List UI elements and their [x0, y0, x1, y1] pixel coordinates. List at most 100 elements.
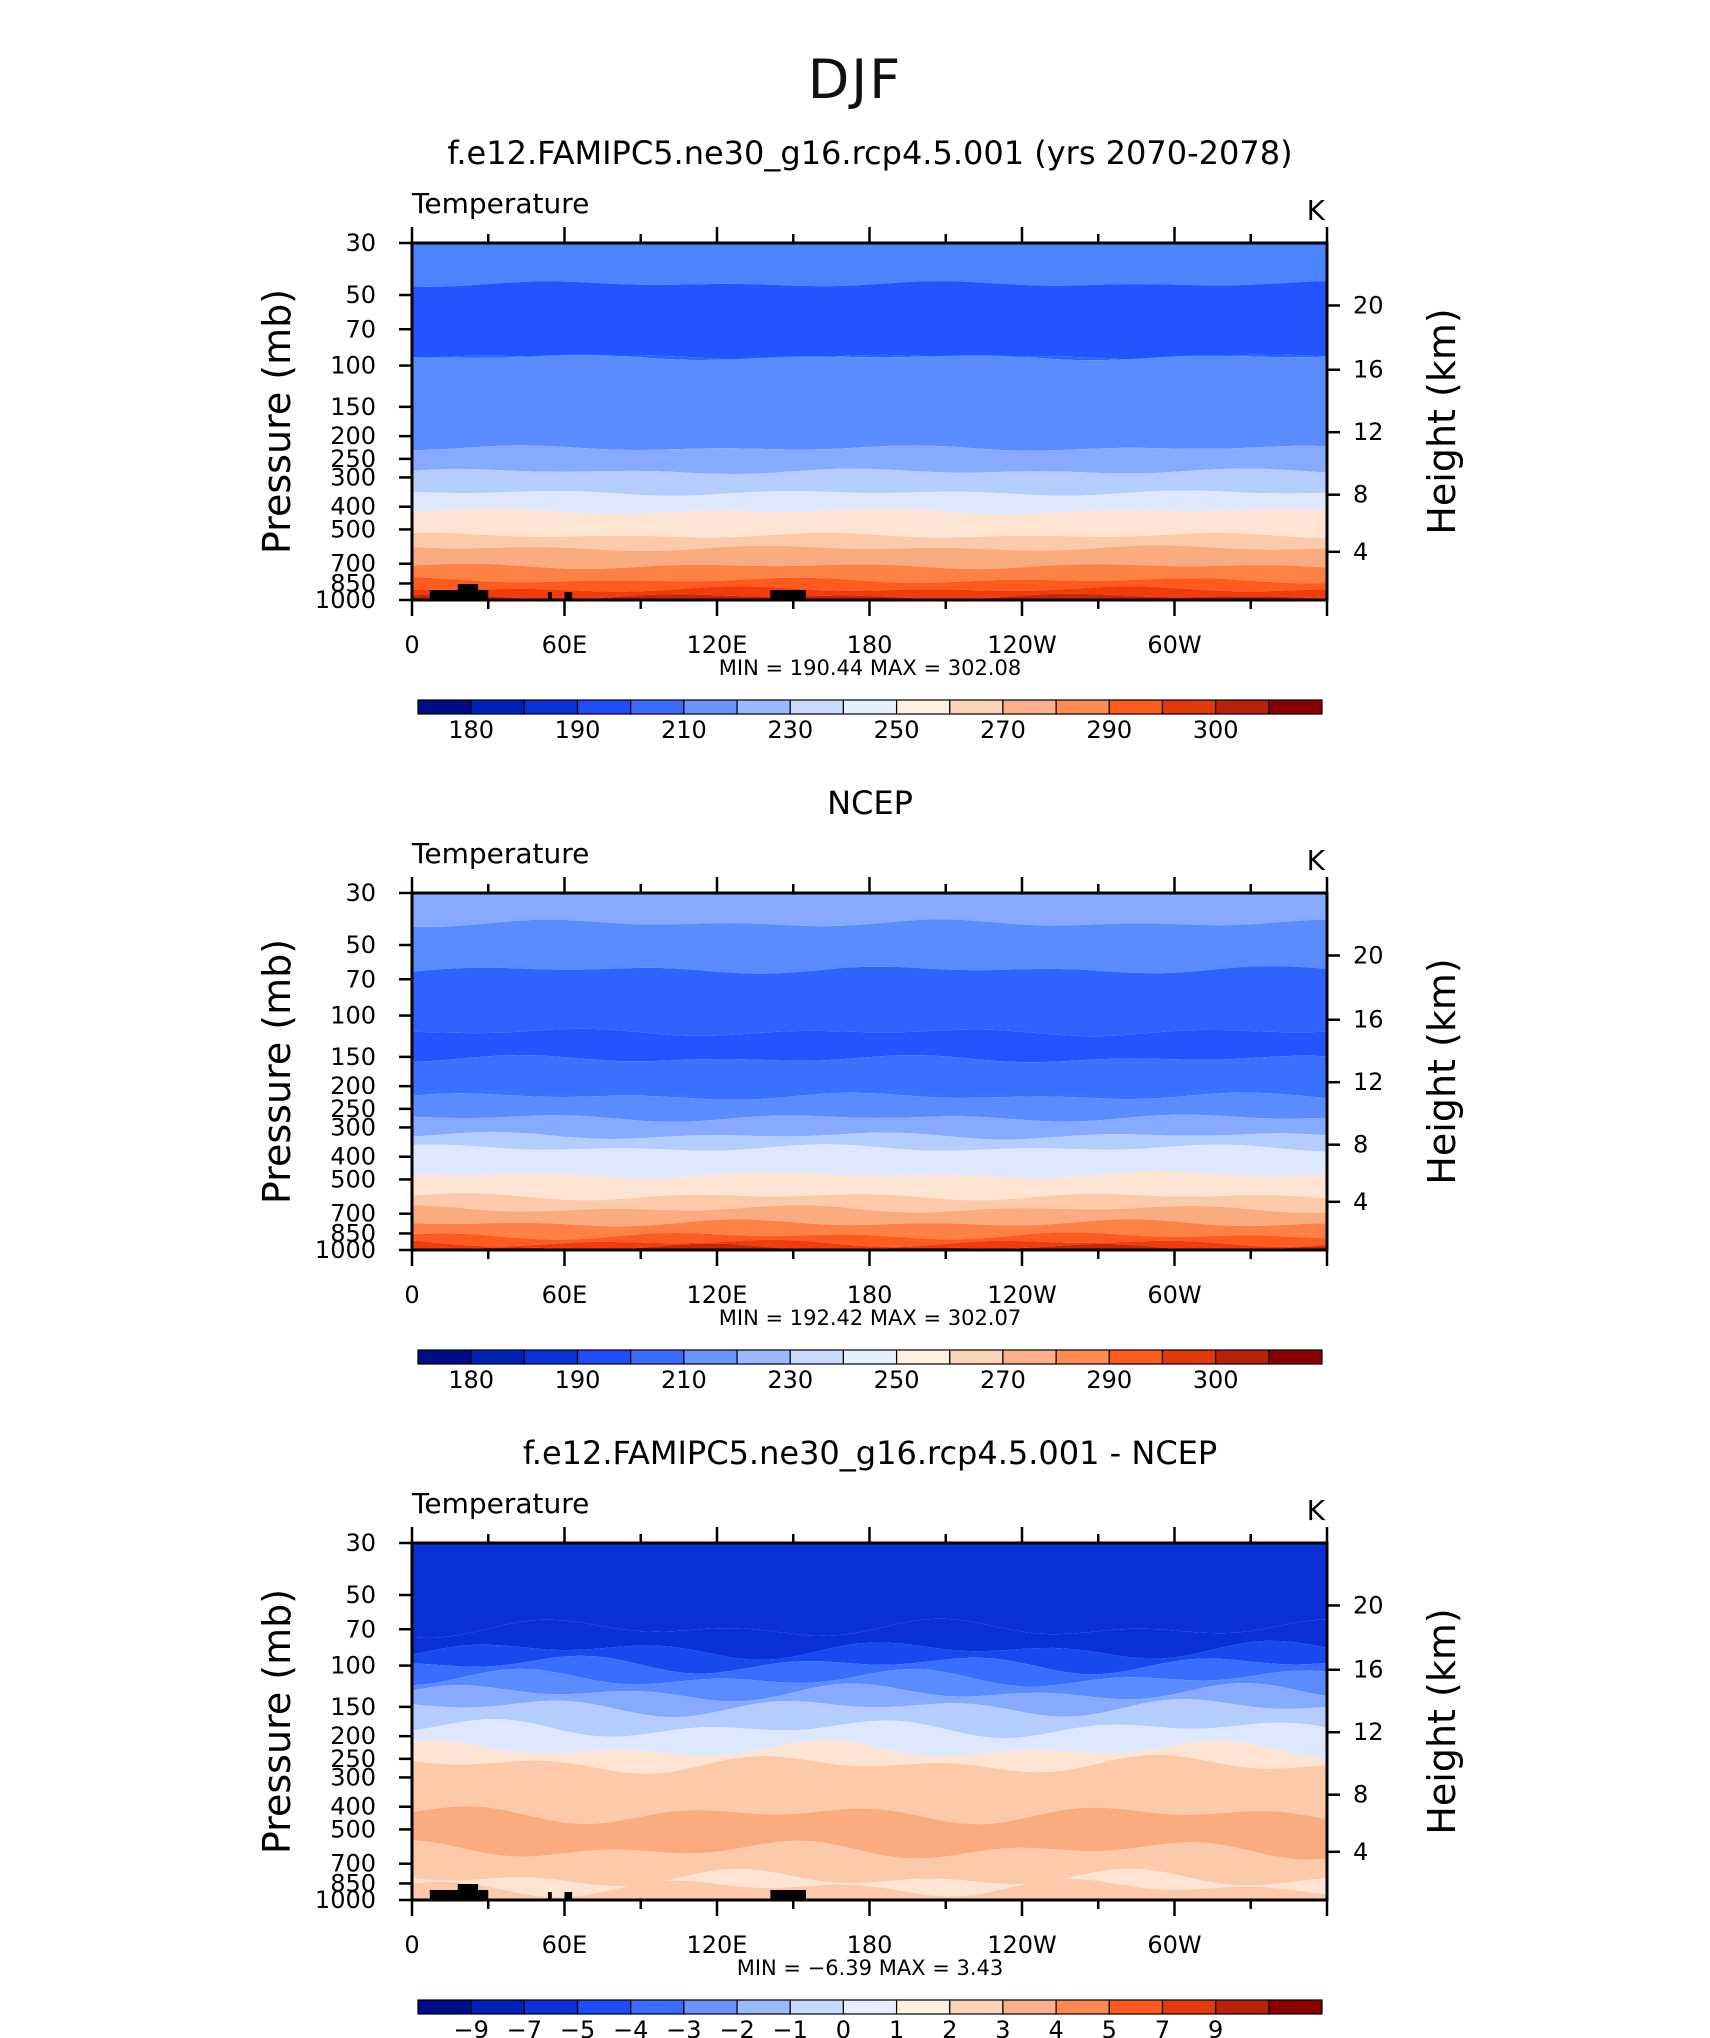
y-tick-label: 500	[330, 515, 376, 543]
contour-layer	[412, 563, 1327, 584]
colorbar-swatch	[1161, 699, 1217, 715]
y-axis-label: Pressure (mb)	[255, 1589, 299, 1854]
contour-layer	[412, 1144, 1327, 1179]
y-tick-label: 300	[330, 1763, 376, 1791]
colorbar-swatch	[1055, 1999, 1110, 2015]
y-right-tick-label: 4	[1353, 1188, 1368, 1216]
colorbar-label: 9	[1208, 2016, 1223, 2038]
plot-area: 0 60E 120E 180 120W 60W3050701001502002503004…	[255, 1434, 1464, 2038]
contour-layer	[412, 1699, 1327, 1739]
y-tick-label: 400	[330, 493, 376, 521]
colorbar-label: −2	[719, 2016, 754, 2038]
contour-layer	[412, 532, 1327, 552]
colorbar-swatch	[576, 699, 632, 715]
y-tick-label: 700	[330, 550, 376, 578]
y-right-axis-label: Height (km)	[1420, 1608, 1464, 1834]
y-tick-label: 200	[330, 1722, 376, 1750]
contour-layer	[412, 1655, 1327, 1687]
y-axis-label: Pressure (mb)	[255, 289, 299, 554]
y-tick-label: 400	[330, 1143, 376, 1171]
panel-title: NCEP	[827, 784, 913, 822]
x-tick-label: 120W	[987, 1931, 1057, 1959]
colorbar-swatch	[630, 1999, 685, 2015]
contour-layer	[412, 490, 1327, 515]
colorbar-label: −4	[613, 2016, 648, 2038]
y-tick-label: 500	[330, 1165, 376, 1193]
y-tick-label: 50	[345, 931, 376, 959]
x-tick-label: 180	[847, 631, 893, 659]
x-tick-label: 120E	[687, 1931, 748, 1959]
contour-layer	[412, 281, 1327, 361]
colorbar-swatch	[1161, 1349, 1217, 1365]
contour-layer	[412, 966, 1327, 1037]
contour-layer	[412, 1239, 1327, 1252]
contour-layer	[412, 1640, 1327, 1675]
colorbar-swatch	[789, 1999, 845, 2015]
contour-layer	[412, 1092, 1327, 1122]
x-tick-label: 120W	[987, 631, 1057, 659]
colorbar-swatch	[842, 699, 898, 715]
panel-title: f.e12.FAMIPC5.ne30_g16.rcp4.5.001 - NCEP	[523, 1434, 1217, 1472]
y-tick-label: 250	[330, 1095, 376, 1123]
colorbar-swatch	[683, 1349, 738, 1365]
colorbar-swatch	[630, 1349, 685, 1365]
colorbar-label: 5	[1102, 2016, 1117, 2038]
y-tick-label: 30	[345, 879, 376, 907]
colorbar-swatch	[683, 699, 738, 715]
x-tick-label: 60W	[1147, 631, 1201, 659]
units-label: K	[1307, 844, 1326, 877]
colorbar-label: 250	[874, 1366, 920, 1394]
contour-layer	[412, 243, 1327, 287]
colorbar-label: 190	[555, 716, 601, 744]
contour-layer	[412, 445, 1327, 474]
colorbar-label: 270	[980, 1366, 1026, 1394]
colorbar-swatch	[417, 699, 472, 715]
y-right-tick-label: 12	[1353, 418, 1384, 446]
contour-layer	[412, 1543, 1327, 1638]
y-tick-label: 400	[330, 1793, 376, 1821]
min-max-stats: MIN = 192.42 MAX = 302.07	[719, 1306, 1021, 1330]
colorbar-label: 300	[1193, 716, 1239, 744]
x-tick-label: 60W	[1147, 1931, 1201, 1959]
contour-layer	[412, 1668, 1327, 1702]
y-tick-label: 200	[330, 422, 376, 450]
colorbar-label: 7	[1155, 2016, 1170, 2038]
contour-layer	[412, 1055, 1327, 1100]
colorbar-label: 1	[889, 2016, 904, 2038]
y-tick-label: 50	[345, 281, 376, 309]
topography-mask	[547, 1892, 552, 1900]
colorbar-swatch	[417, 1999, 472, 2015]
colorbar-swatch	[842, 1349, 898, 1365]
contour-layer	[412, 577, 1327, 592]
colorbar-swatch	[470, 1349, 525, 1365]
y-tick-label: 50	[345, 1581, 376, 1609]
y-right-axis-label: Height (km)	[1420, 308, 1464, 534]
y-right-tick-label: 4	[1353, 1838, 1368, 1866]
colorbar-swatch	[736, 699, 791, 715]
y-right-tick-label: 16	[1353, 1006, 1384, 1034]
topography-mask	[547, 592, 552, 600]
colorbar-swatch	[417, 1349, 472, 1365]
x-tick-label: 120W	[987, 1281, 1057, 1309]
colorbar-swatch	[789, 699, 845, 715]
x-tick-label: 180	[847, 1931, 893, 1959]
contour-layer	[412, 1205, 1327, 1227]
y-tick-label: 150	[330, 1043, 376, 1071]
colorbar-label: −1	[773, 2016, 808, 2038]
min-max-stats: MIN = 190.44 MAX = 302.08	[719, 656, 1021, 680]
y-tick-label: 850	[330, 1219, 376, 1247]
x-tick-label: 120E	[687, 1281, 748, 1309]
x-tick-label: 60E	[542, 1281, 588, 1309]
y-right-tick-label: 16	[1353, 1656, 1384, 1684]
x-tick-label: 60E	[542, 631, 588, 659]
y-tick-label: 100	[330, 352, 376, 380]
contour-layer	[412, 1840, 1327, 1887]
colorbar-swatch	[1055, 699, 1110, 715]
contour-layer	[412, 468, 1327, 496]
colorbar-label: −7	[507, 2016, 542, 2038]
y-right-tick-label: 12	[1353, 1718, 1384, 1746]
y-right-tick-label: 4	[1353, 538, 1368, 566]
chart-panel-ncep: 0 60E 120E 180 120W 60W3050701001502002503004…	[255, 784, 1464, 1394]
colorbar-swatch	[949, 1349, 1004, 1365]
colorbar-label: 300	[1193, 1366, 1239, 1394]
